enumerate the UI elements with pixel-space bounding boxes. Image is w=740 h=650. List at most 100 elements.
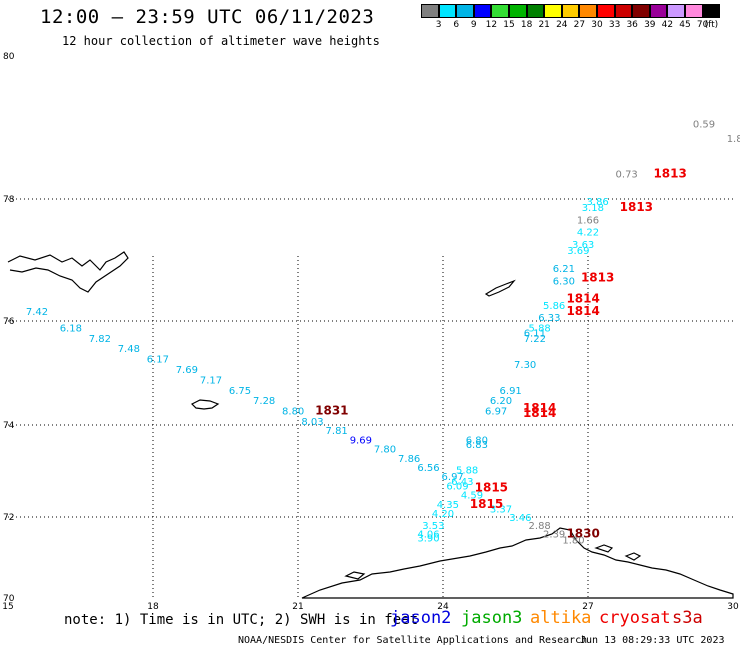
legend-swatch (491, 4, 509, 18)
wave-height-label: 6.09 (446, 481, 468, 492)
legend-tick-label: 33 (608, 20, 621, 30)
chart-title: 12:00 – 23:59 UTC 06/11/2023 (40, 6, 375, 28)
wave-height-label: 6.75 (229, 386, 251, 397)
legend-tick-label: 21 (538, 20, 550, 30)
legend-tick-label: 3 (435, 20, 442, 30)
wave-height-label: 5.86 (543, 301, 565, 312)
legend-unit: (ft) (704, 20, 719, 30)
legend-swatch (614, 4, 633, 18)
wave-height-label: 6.56 (417, 463, 439, 474)
legend-tick-label: 45 (679, 20, 691, 30)
coastline (624, 552, 642, 561)
render-timestamp: Jun 13 08:29:33 UTC 2023 (580, 635, 725, 646)
wave-height-label: 6.97 (485, 407, 507, 418)
legend-tick-label: 36 (626, 20, 638, 30)
wave-height-label: 1813 (581, 270, 614, 284)
legend-cryosat: cryosat (599, 608, 671, 628)
wave-height-label: 6.20 (490, 396, 512, 407)
wave-height-label: 7.69 (176, 365, 198, 376)
legend-jason3: jason3 (461, 608, 523, 628)
legend-tick-label: 15 (503, 20, 515, 30)
wave-height-label: 1.66 (577, 215, 599, 226)
wave-height-label: 1.80 (562, 535, 584, 546)
y-tick-label: 78 (3, 195, 15, 205)
x-tick-label: 27 (582, 602, 593, 612)
wave-height-label: 1830 (566, 526, 599, 540)
x-tick-label: 21 (292, 602, 303, 612)
coastline (301, 527, 734, 599)
wave-height-label: 5.88 (456, 465, 478, 476)
wave-height-label: 6.21 (553, 264, 575, 275)
wave-height-label: 1813 (653, 167, 686, 181)
legend-s3a: s3a (672, 608, 703, 628)
wave-height-label: 2.39 (543, 529, 565, 540)
legend-tick-label: 70 (696, 20, 709, 30)
legend-swatch (421, 4, 439, 18)
legend-tick-label: 9 (470, 20, 477, 30)
wave-height-label: 6.83 (466, 440, 488, 451)
y-tick-label: 80 (3, 52, 15, 62)
wave-height-label: 1814 (523, 401, 556, 415)
wave-height-label: 6.33 (538, 313, 560, 324)
wave-height-label: 6.11 (524, 329, 546, 340)
legend-tick-label: 27 (573, 20, 586, 30)
y-tick-label: 70 (3, 594, 15, 604)
legend-swatch (544, 4, 562, 18)
legend-swatch (456, 4, 474, 18)
wave-height-label: 3.86 (587, 197, 609, 208)
coastline (7, 251, 129, 293)
x-tick-label: 15 (2, 602, 13, 612)
legend-swatch (561, 4, 580, 18)
wave-height-label: 1814 (566, 304, 599, 318)
wave-height-label: 6.17 (147, 355, 169, 366)
legend-swatch (632, 4, 650, 18)
wave-height-label: 7.82 (89, 334, 111, 345)
wave-height-label: 4.22 (577, 228, 599, 239)
legend-swatch (667, 4, 685, 18)
wave-height-label: 4.20 (432, 509, 454, 520)
legend-swatch (509, 4, 527, 18)
wave-height-label: 8.80 (282, 407, 304, 418)
legend-swatch (685, 4, 703, 18)
legend-tick-label: 18 (520, 20, 533, 30)
coastline (190, 399, 220, 410)
footnote: note: 1) Time is in UTC; 2) SWH is in fe… (64, 612, 419, 628)
wave-height-label: 3.46 (509, 513, 531, 524)
legend-swatch (702, 4, 721, 18)
wave-height-label: 6.30 (553, 276, 575, 287)
wave-height-label: 1814 (523, 406, 556, 420)
coastline (344, 571, 366, 580)
wave-height-label: 7.22 (524, 334, 546, 345)
legend-tick-label: 6 (453, 20, 460, 30)
wave-height-label: 8.03 (301, 417, 323, 428)
legend-tick-label: 12 (485, 20, 498, 30)
wave-height-label: 0.59 (693, 120, 715, 131)
coastline (484, 279, 516, 297)
wave-height-label: 7.48 (118, 344, 140, 355)
wave-height-label: 4.06 (417, 529, 439, 540)
legend-swatch (597, 4, 615, 18)
legend-tick-label: 39 (644, 20, 656, 30)
x-tick-label: 18 (147, 602, 159, 612)
legend-tick-label: 30 (591, 20, 603, 30)
wave-height-label: 3.90 (417, 533, 439, 544)
wave-height-label: 4.35 (437, 500, 459, 511)
wave-height-label: 6.18 (60, 323, 82, 334)
x-tick-label: 24 (437, 602, 449, 612)
legend-swatch (438, 4, 457, 18)
wave-height-label: 3.69 (567, 246, 589, 257)
x-tick-label: 30 (727, 602, 739, 612)
wave-height-label: 6.43 (451, 477, 473, 488)
legend-swatch (649, 4, 668, 18)
wave-height-label: 1813 (620, 200, 653, 214)
wave-height-label: 2.88 (529, 521, 551, 532)
wave-height-label: 7.28 (253, 396, 275, 407)
y-tick-label: 76 (3, 317, 15, 327)
wave-height-label: 1814 (566, 292, 599, 306)
legend-swatch (473, 4, 492, 18)
wave-height-label: 5.88 (529, 323, 551, 334)
wave-height-label: 6.80 (466, 435, 488, 446)
wave-height-label: 7.80 (374, 445, 396, 456)
wave-height-label: 0.73 (616, 170, 638, 181)
